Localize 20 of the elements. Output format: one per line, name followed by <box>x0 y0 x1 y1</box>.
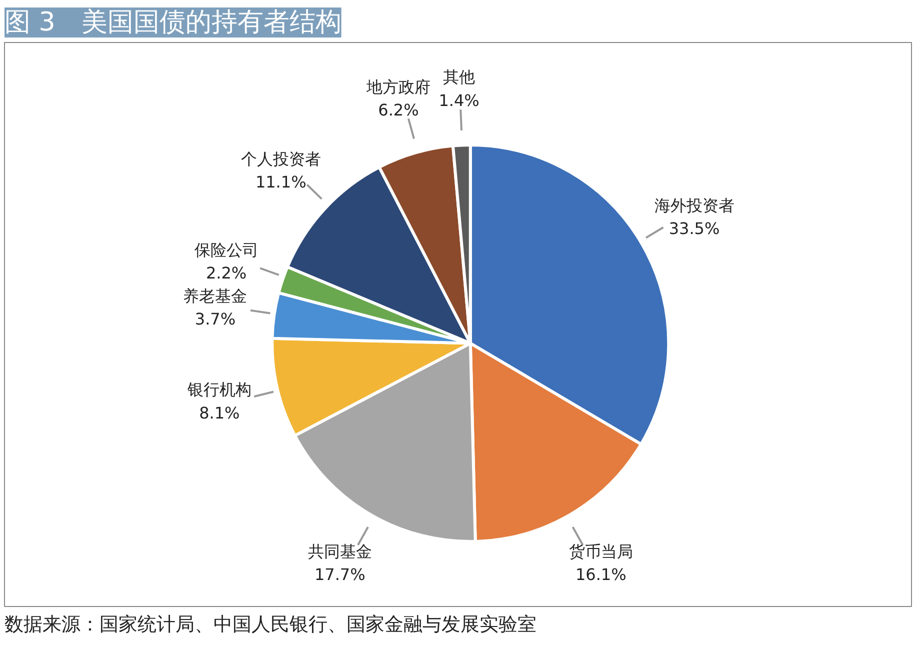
slice-label: 养老基金 <box>183 286 248 306</box>
data-label: 3.7% <box>194 309 236 328</box>
slice-label: 其他 <box>443 68 476 87</box>
slice-label: 银行机构 <box>186 380 252 400</box>
slice-label: 保险公司 <box>194 240 258 260</box>
slice-label: 海外投资者 <box>654 196 734 215</box>
data-label: 33.5% <box>668 219 720 238</box>
source-note: 数据来源：国家统计局、中国人民银行、国家金融与发展实验室 <box>4 614 536 636</box>
chart-title: 图 3 美国国债的持有者结构 <box>4 8 342 38</box>
data-label: 8.1% <box>199 403 240 422</box>
slice-label: 共同基金 <box>308 542 372 561</box>
data-label: 6.2% <box>378 100 419 120</box>
data-label: 1.4% <box>438 90 480 110</box>
data-label: 2.2% <box>206 264 247 283</box>
data-label: 17.7% <box>314 565 366 584</box>
data-label: 16.1% <box>575 565 626 584</box>
slice-label: 地方政府 <box>365 77 430 96</box>
slice-label: 货币当局 <box>568 542 633 561</box>
data-label: 11.1% <box>255 172 306 192</box>
slice-label: 个人投资者 <box>240 150 321 169</box>
